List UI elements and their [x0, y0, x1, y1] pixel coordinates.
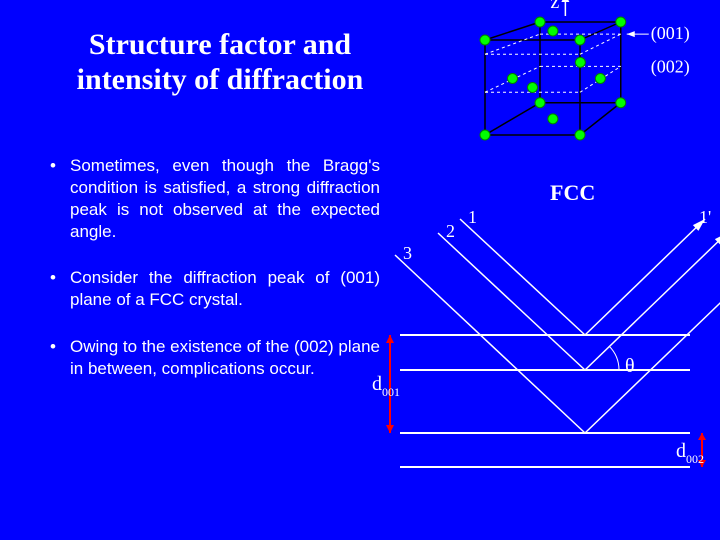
svg-text:θ: θ [625, 355, 635, 377]
svg-text:d002: d002 [676, 440, 704, 466]
svg-text:FCC: FCC [550, 180, 595, 205]
cube-diagram: z(001)(002) [455, 10, 705, 160]
page-title: Structure factor and intensity of diffra… [40, 28, 400, 97]
svg-text:2: 2 [446, 221, 455, 241]
svg-text:d001: d001 [372, 373, 400, 399]
bullet-item: Owing to the existence of the (002) plan… [50, 336, 380, 380]
svg-text:(002): (002) [651, 56, 690, 77]
svg-text:1: 1 [468, 207, 477, 227]
bullet-list: Sometimes, even though the Bragg's condi… [50, 155, 380, 404]
svg-text:(001): (001) [651, 23, 690, 44]
bullet-item: Consider the diffraction peak of (001) p… [50, 267, 380, 311]
svg-text:z: z [550, 0, 559, 13]
bullet-item: Sometimes, even though the Bragg's condi… [50, 155, 380, 243]
svg-text:3: 3 [403, 243, 412, 263]
ray-diagram: FCC11'22'33'θd001d002 [370, 175, 720, 525]
svg-text:1': 1' [699, 207, 711, 227]
